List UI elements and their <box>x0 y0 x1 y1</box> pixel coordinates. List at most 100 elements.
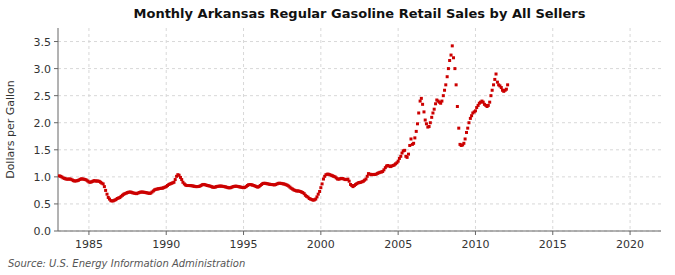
point <box>399 155 402 158</box>
x-tick <box>552 231 553 235</box>
y-tick <box>54 231 58 232</box>
point <box>433 108 436 111</box>
point <box>442 94 445 97</box>
point <box>448 59 451 62</box>
y-axis-line <box>58 28 59 231</box>
point <box>409 137 412 140</box>
point <box>488 101 491 104</box>
point <box>366 175 369 178</box>
point <box>440 100 443 103</box>
points <box>58 44 509 202</box>
y-tick <box>54 176 58 177</box>
grid-line <box>58 68 661 69</box>
point <box>457 127 460 130</box>
grid-line <box>166 28 167 231</box>
x-tick <box>475 231 476 235</box>
point <box>491 89 494 92</box>
y-tick <box>54 203 58 204</box>
point <box>172 181 175 184</box>
grid-line <box>243 28 244 231</box>
point <box>493 78 496 81</box>
x-tick-label: 1990 <box>152 238 180 251</box>
y-axis-label: Dollars per Gallon <box>4 80 17 179</box>
point <box>469 117 472 120</box>
point <box>397 160 400 163</box>
point <box>444 83 447 86</box>
point <box>416 122 419 125</box>
grid-line <box>58 149 661 150</box>
point <box>319 186 322 189</box>
grid-line <box>398 28 399 231</box>
point <box>431 111 434 114</box>
point <box>417 111 420 114</box>
grid-line <box>58 122 661 123</box>
grid-line <box>88 28 89 231</box>
grid-line <box>58 203 661 204</box>
grid-line <box>58 231 661 232</box>
point <box>470 114 473 117</box>
point <box>174 178 177 181</box>
point <box>424 119 427 122</box>
x-tick-label: 2005 <box>384 238 412 251</box>
point <box>415 130 418 133</box>
point <box>505 88 508 91</box>
point <box>492 83 495 86</box>
y-tick-label: 3.5 <box>34 36 52 49</box>
point <box>317 193 320 196</box>
x-tick <box>630 231 631 235</box>
x-tick-label: 2020 <box>616 238 644 251</box>
point <box>429 121 432 124</box>
point <box>425 122 428 125</box>
point <box>412 142 415 145</box>
x-tick-label: 2000 <box>307 238 335 251</box>
x-tick <box>88 231 89 235</box>
annotation: Source: U.S. Energy Information Administ… <box>8 258 245 269</box>
point <box>453 67 456 70</box>
point <box>474 109 477 112</box>
point <box>322 178 325 181</box>
x-tick <box>398 231 399 235</box>
point <box>180 178 183 181</box>
x-tick <box>243 231 244 235</box>
grid-line <box>58 95 661 96</box>
point <box>413 136 416 139</box>
point <box>420 97 423 100</box>
point <box>489 94 492 97</box>
y-tick-label: 1.0 <box>34 171 52 184</box>
point <box>487 104 490 107</box>
point <box>506 83 509 86</box>
y-tick <box>54 122 58 123</box>
point <box>407 153 410 156</box>
point <box>495 73 498 76</box>
y-tick <box>54 149 58 150</box>
point <box>106 193 109 196</box>
point <box>103 185 106 188</box>
point <box>430 116 433 119</box>
point <box>428 125 431 128</box>
point <box>466 127 469 130</box>
x-tick <box>320 231 321 235</box>
point <box>452 56 455 59</box>
y-tick-label: 2.5 <box>34 90 52 103</box>
point <box>462 142 465 145</box>
point <box>456 105 459 108</box>
grid-line <box>552 28 553 231</box>
x-axis-line <box>58 231 661 232</box>
x-tick-label: 2015 <box>539 238 567 251</box>
grid-line <box>630 28 631 231</box>
point <box>102 182 105 185</box>
point <box>321 182 324 185</box>
grid-line <box>58 176 661 177</box>
point <box>408 144 411 147</box>
y-tick-label: 2.0 <box>34 117 52 130</box>
point <box>446 75 449 78</box>
point <box>422 110 425 113</box>
point <box>447 67 450 70</box>
grid <box>58 28 661 231</box>
y-tick-label: 3.0 <box>34 63 52 76</box>
point <box>315 195 318 198</box>
point <box>467 121 470 124</box>
point <box>421 103 424 106</box>
point <box>318 190 321 193</box>
point <box>464 137 467 140</box>
